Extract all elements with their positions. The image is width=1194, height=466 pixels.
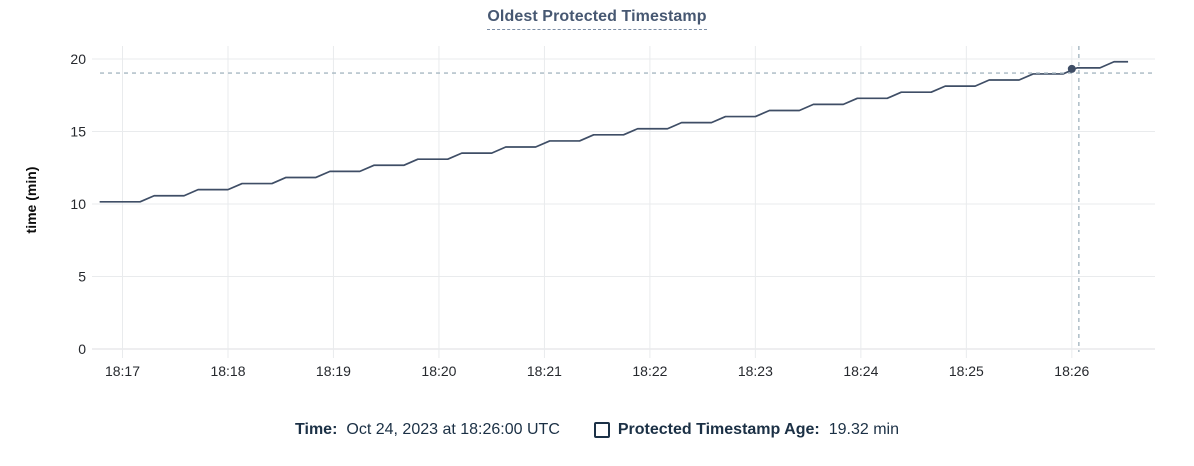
y-tick-label: 0 — [78, 341, 86, 357]
x-tick-label: 18:18 — [210, 363, 245, 379]
x-tick-label: 18:23 — [738, 363, 773, 379]
y-tick-label: 10 — [70, 196, 86, 212]
series-toggle-checkbox[interactable] — [593, 422, 610, 438]
x-tick-label: 18:26 — [1054, 363, 1089, 379]
hover-point-dot — [1067, 64, 1076, 73]
tooltip-series-value: 19.32 min — [828, 421, 899, 438]
y-tick-label: 15 — [70, 124, 86, 140]
y-tick-label: 5 — [78, 269, 86, 285]
x-tick-label: 18:24 — [843, 363, 878, 379]
tooltip-time-label: Time: — [295, 421, 338, 438]
chart-title-row: Oldest Protected Timestamp — [0, 8, 1194, 30]
x-tick-label: 18:21 — [527, 363, 562, 379]
x-tick-label: 18:17 — [105, 363, 140, 379]
chart-title[interactable]: Oldest Protected Timestamp — [487, 8, 707, 30]
tooltip-time-group: Time: Oct 24, 2023 at 18:26:00 UTC — [295, 421, 560, 439]
y-tick-label: 20 — [70, 51, 86, 67]
x-tick-label: 18:22 — [632, 363, 667, 379]
x-tick-label: 18:25 — [949, 363, 984, 379]
tooltip-time-value: Oct 24, 2023 at 18:26:00 UTC — [346, 421, 560, 438]
chart-tooltip-legend: Time: Oct 24, 2023 at 18:26:00 UTC Prote… — [0, 421, 1194, 439]
x-tick-label: 18:19 — [316, 363, 351, 379]
series-line — [99, 60, 1129, 203]
tooltip-series-group: Protected Timestamp Age: 19.32 min — [593, 421, 899, 439]
x-tick-label: 18:20 — [421, 363, 456, 379]
tooltip-series-label: Protected Timestamp Age: — [617, 421, 820, 438]
